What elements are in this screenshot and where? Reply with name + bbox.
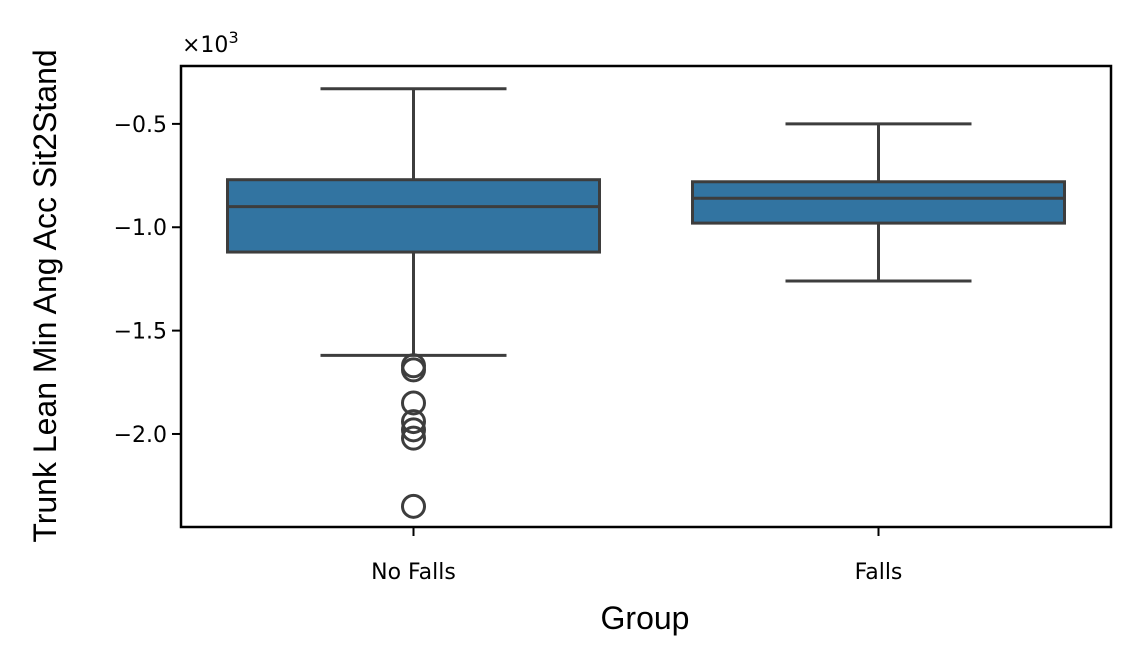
- box-group-1: [691, 122, 1066, 283]
- y-tick-label: −1.0: [114, 216, 167, 241]
- axes: −0.5 −1.0 −1.5 −2.0 No Falls Falls: [114, 64, 1113, 585]
- y-tick-label: −1.5: [114, 320, 167, 345]
- plot-frame: [179, 64, 1113, 529]
- y-tick-label: −2.0: [114, 423, 167, 448]
- outlier-point: [401, 493, 426, 519]
- outlier-point: [401, 357, 426, 383]
- box-group-0: [226, 87, 601, 519]
- outlier-point: [401, 390, 426, 416]
- y-tick-label: −0.5: [114, 113, 167, 138]
- plot-marks: [226, 87, 1066, 519]
- iqr-box: [691, 180, 1066, 225]
- y-axis-multiplier: ×103: [182, 28, 239, 58]
- x-axis-title: Group: [601, 600, 690, 636]
- outlier-point: [401, 417, 426, 443]
- x-tick-label: Falls: [855, 560, 903, 585]
- outlier-point: [401, 409, 426, 435]
- outlier-point: [401, 425, 426, 451]
- iqr-box: [226, 178, 601, 254]
- x-tick-label: No Falls: [371, 560, 456, 585]
- y-axis-title: Trunk Lean Min Ang Acc Sit2Stand: [27, 49, 63, 542]
- y-axis-multiplier-exponent: 3: [228, 28, 238, 47]
